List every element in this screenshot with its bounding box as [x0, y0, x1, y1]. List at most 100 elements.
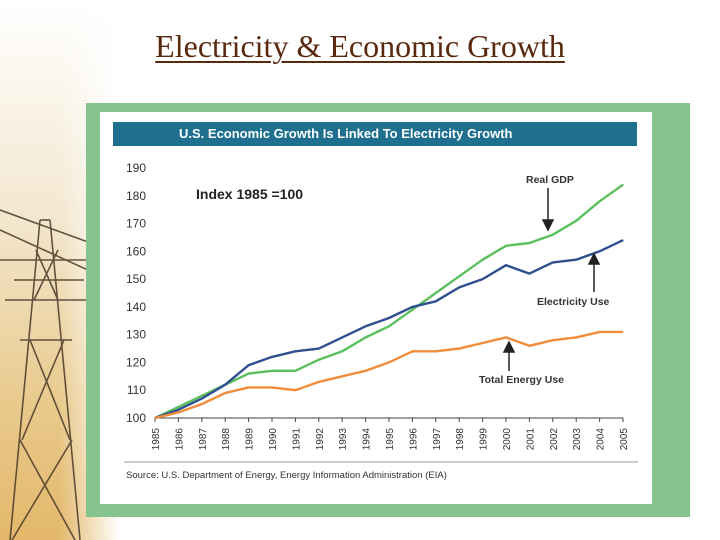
- data-point-real-gdp: [482, 259, 484, 261]
- data-point-total-energy-use: [201, 403, 203, 405]
- data-point-electricity-use: [294, 350, 296, 352]
- source-note: Source: U.S. Department of Energy, Energ…: [126, 470, 447, 481]
- data-point-electricity-use: [622, 239, 624, 241]
- data-point-electricity-use: [505, 264, 507, 266]
- data-point-real-gdp: [552, 234, 554, 236]
- data-point-real-gdp: [575, 220, 577, 222]
- data-point-total-energy-use: [622, 331, 624, 333]
- x-tick-label: 2001: [525, 428, 536, 451]
- data-point-electricity-use: [599, 250, 601, 252]
- data-point-total-energy-use: [365, 370, 367, 372]
- y-tick-label: 170: [126, 217, 146, 231]
- data-point-electricity-use: [575, 259, 577, 261]
- data-point-electricity-use: [177, 409, 179, 411]
- arrowhead-real-gdp: [541, 219, 555, 232]
- y-tick-label: 130: [126, 328, 146, 342]
- x-tick-label: 1997: [432, 428, 443, 451]
- data-point-total-energy-use: [599, 331, 601, 333]
- x-tick-label: 2002: [549, 428, 560, 451]
- y-tick-label: 180: [126, 189, 146, 203]
- data-point-total-energy-use: [482, 342, 484, 344]
- data-point-real-gdp: [177, 406, 179, 408]
- data-point-electricity-use: [482, 278, 484, 280]
- x-tick-label: 1986: [174, 428, 185, 451]
- data-point-electricity-use: [248, 364, 250, 366]
- data-point-real-gdp: [528, 242, 531, 244]
- annotation-real-gdp: Real GDP: [526, 174, 574, 186]
- data-point-total-energy-use: [528, 345, 531, 347]
- annotation-total-energy-use: Total Energy Use: [479, 374, 564, 386]
- data-point-real-gdp: [201, 395, 203, 397]
- y-tick-label: 100: [126, 411, 146, 425]
- annotation-electricity-use: Electricity Use: [537, 296, 610, 308]
- data-point-electricity-use: [271, 356, 273, 358]
- y-tick-label: 150: [126, 272, 146, 286]
- x-tick-label: 1987: [198, 428, 209, 451]
- x-tick-label: 1985: [151, 428, 162, 451]
- x-tick-label: 1989: [245, 428, 256, 451]
- data-point-total-energy-use: [177, 411, 179, 414]
- chart-subtitle: Index 1985 =100: [196, 186, 303, 202]
- arrowhead-total-energy-use: [502, 340, 516, 353]
- data-point-electricity-use: [388, 317, 390, 319]
- data-point-real-gdp: [435, 292, 437, 294]
- data-point-real-gdp: [365, 336, 367, 339]
- data-point-total-energy-use: [224, 392, 226, 394]
- y-tick-label: 120: [126, 355, 146, 369]
- x-tick-label: 1999: [479, 428, 490, 451]
- data-point-real-gdp: [271, 370, 273, 372]
- series-line-electricity-use: [154, 239, 624, 420]
- data-point-electricity-use: [224, 384, 226, 386]
- data-point-total-energy-use: [552, 339, 554, 341]
- data-point-total-energy-use: [575, 336, 577, 339]
- data-point-electricity-use: [201, 397, 203, 400]
- x-tick-label: 2000: [502, 428, 513, 451]
- x-tick-label: 1996: [408, 428, 419, 451]
- data-point-real-gdp: [458, 275, 460, 277]
- x-tick-label: 1991: [291, 428, 302, 451]
- x-tick-label: 1990: [268, 428, 279, 451]
- data-point-total-energy-use: [435, 350, 437, 352]
- data-point-total-energy-use: [248, 386, 250, 389]
- data-point-electricity-use: [458, 286, 460, 289]
- data-point-real-gdp: [248, 372, 250, 375]
- data-point-real-gdp: [622, 184, 624, 186]
- data-point-real-gdp: [599, 200, 601, 202]
- x-tick-label: 1992: [315, 428, 326, 451]
- data-point-electricity-use: [552, 261, 554, 264]
- data-point-electricity-use: [411, 306, 413, 308]
- data-point-real-gdp: [318, 359, 320, 361]
- y-tick-label: 110: [127, 383, 146, 397]
- x-tick-label: 1988: [221, 428, 232, 451]
- chart-title: U.S. Economic Growth Is Linked To Electr…: [113, 122, 637, 146]
- data-point-real-gdp: [411, 309, 413, 311]
- x-tick-label: 1994: [362, 428, 373, 451]
- data-point-total-energy-use: [318, 381, 320, 383]
- y-tick-label: 190: [126, 161, 146, 175]
- data-point-total-energy-use: [388, 361, 390, 364]
- slide-title: Electricity & Economic Growth: [155, 28, 565, 64]
- data-point-total-energy-use: [154, 417, 156, 419]
- data-point-electricity-use: [365, 325, 367, 327]
- data-point-electricity-use: [341, 336, 343, 339]
- x-tick-label: 1995: [385, 428, 396, 451]
- x-tick-label: 2004: [596, 428, 607, 451]
- data-point-real-gdp: [505, 245, 507, 247]
- data-point-total-energy-use: [458, 347, 460, 350]
- data-point-total-energy-use: [411, 350, 413, 352]
- data-point-total-energy-use: [341, 375, 343, 377]
- data-point-real-gdp: [388, 325, 390, 327]
- x-tick-label: 1998: [455, 428, 466, 451]
- x-tick-label: 1993: [338, 428, 349, 451]
- x-tick-label: 2005: [619, 428, 630, 451]
- data-point-total-energy-use: [294, 389, 296, 391]
- chart-panel: [100, 112, 652, 504]
- data-point-electricity-use: [528, 272, 531, 275]
- data-point-real-gdp: [341, 350, 343, 352]
- x-tick-label: 2003: [572, 428, 583, 451]
- y-tick-label: 160: [126, 244, 146, 258]
- data-point-electricity-use: [318, 347, 320, 350]
- data-point-total-energy-use: [505, 336, 507, 339]
- power-tower-image: [0, 209, 110, 540]
